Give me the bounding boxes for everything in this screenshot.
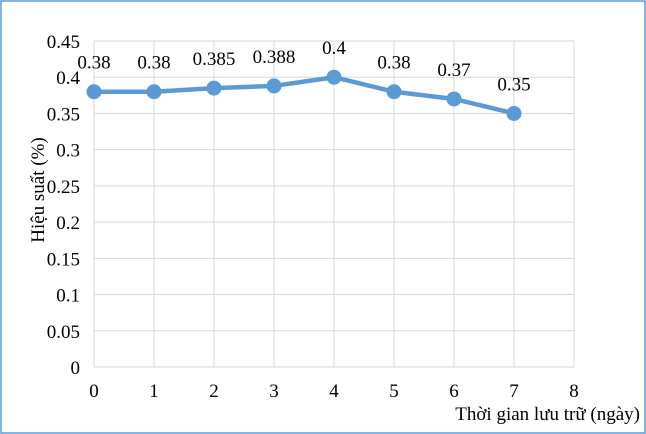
- data-labels: 0.38 0.38 0.385 0.388 0.4 0.38 0.37 0.35: [77, 38, 530, 95]
- y-tick-label: 0.15: [47, 249, 80, 270]
- y-tick-label: 0.25: [47, 177, 80, 198]
- data-point: [266, 78, 282, 94]
- data-point: [326, 69, 342, 85]
- data-point: [86, 84, 102, 100]
- x-tick-label: 6: [449, 381, 459, 402]
- data-label: 0.38: [137, 53, 170, 74]
- data-point: [146, 84, 162, 100]
- x-tick-label: 2: [209, 381, 219, 402]
- data-label: 0.37: [437, 60, 470, 81]
- data-label: 0.35: [497, 74, 530, 95]
- y-tick-label: 0: [71, 358, 81, 379]
- x-tick-label: 7: [509, 381, 519, 402]
- data-point: [206, 80, 222, 96]
- data-points: [86, 69, 522, 121]
- x-axis-title: Thời gian lưu trữ (ngày): [455, 404, 640, 425]
- data-label: 0.388: [253, 47, 296, 68]
- x-tick-label: 5: [389, 381, 399, 402]
- gridlines: [93, 40, 575, 368]
- y-tick-label: 0.05: [47, 322, 80, 343]
- y-tick-label: 0.45: [47, 32, 80, 53]
- y-tick-label: 0.4: [56, 68, 80, 89]
- y-tick-label: 0.1: [56, 286, 80, 307]
- x-tick-label: 1: [149, 381, 159, 402]
- x-tick-label: 0: [89, 381, 99, 402]
- x-tick-label: 8: [569, 381, 579, 402]
- data-point: [386, 84, 402, 100]
- series-line: [91, 74, 517, 116]
- data-label: 0.385: [193, 49, 236, 70]
- y-axis-title: Hiệu suất (%): [28, 137, 49, 243]
- y-tick-label: 0.35: [47, 104, 80, 125]
- y-tick-label: 0.3: [56, 141, 80, 162]
- data-point: [446, 91, 462, 107]
- data-label: 0.38: [77, 53, 110, 74]
- x-tick-label: 4: [329, 381, 339, 402]
- data-point: [506, 105, 522, 121]
- tick-labels: 0 0.05 0.1 0.15 0.2 0.25 0.3 0.35 0.4 0.45 0 1 2 3 4 5 6…: [47, 32, 579, 402]
- data-label: 0.38: [377, 53, 410, 74]
- y-tick-label: 0.2: [56, 213, 80, 234]
- data-label: 0.4: [322, 38, 346, 59]
- x-tick-label: 3: [269, 381, 279, 402]
